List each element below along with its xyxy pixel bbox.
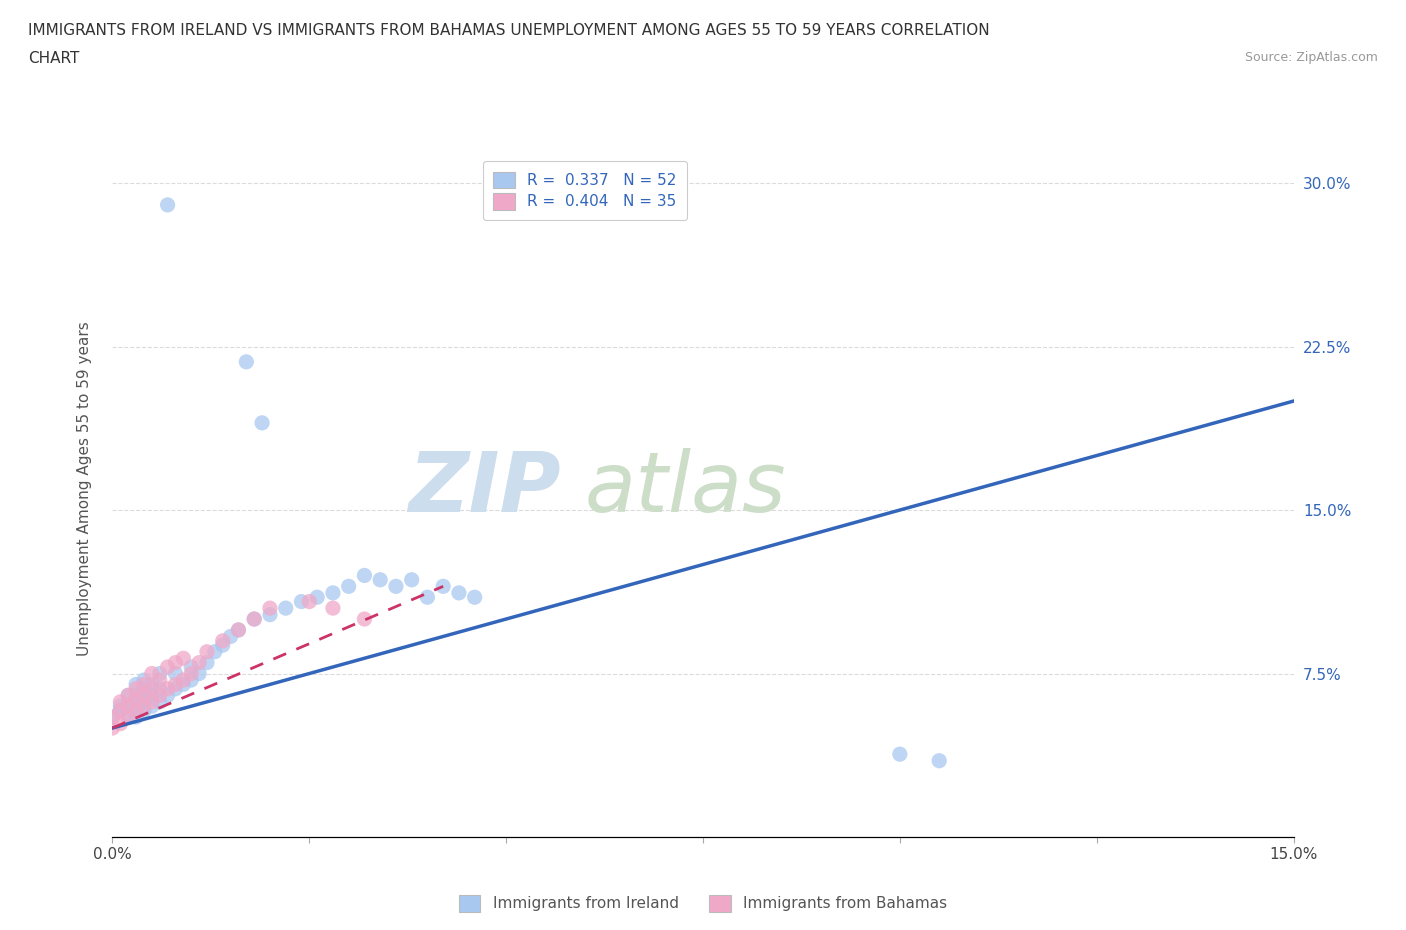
Point bbox=[117, 710, 139, 724]
Point bbox=[180, 666, 202, 681]
Point bbox=[228, 622, 250, 637]
Point bbox=[337, 578, 360, 593]
Point bbox=[125, 692, 148, 707]
Point bbox=[322, 601, 344, 616]
Point bbox=[149, 682, 172, 697]
Point bbox=[353, 612, 375, 627]
Point bbox=[125, 677, 148, 692]
Point bbox=[298, 594, 321, 609]
Point bbox=[235, 354, 257, 369]
Point bbox=[132, 672, 155, 687]
Point bbox=[188, 666, 211, 681]
Point bbox=[322, 586, 344, 601]
Point bbox=[141, 695, 163, 710]
Point bbox=[165, 682, 187, 697]
Point bbox=[125, 688, 148, 703]
Point bbox=[401, 572, 423, 587]
Point bbox=[149, 688, 172, 703]
Point bbox=[250, 416, 273, 431]
Point bbox=[416, 590, 439, 604]
Point bbox=[110, 703, 132, 718]
Point bbox=[149, 672, 172, 687]
Point bbox=[219, 629, 242, 644]
Point bbox=[156, 682, 179, 697]
Point bbox=[101, 710, 124, 724]
Point bbox=[156, 659, 179, 674]
Point bbox=[195, 644, 218, 659]
Text: CHART: CHART bbox=[28, 51, 80, 66]
Point bbox=[117, 688, 139, 703]
Point bbox=[259, 601, 281, 616]
Point bbox=[149, 666, 172, 681]
Point bbox=[125, 698, 148, 713]
Point bbox=[110, 698, 132, 713]
Legend: Immigrants from Ireland, Immigrants from Bahamas: Immigrants from Ireland, Immigrants from… bbox=[453, 889, 953, 918]
Point bbox=[165, 677, 187, 692]
Point bbox=[307, 590, 329, 604]
Point bbox=[156, 197, 179, 212]
Point bbox=[228, 622, 250, 637]
Point bbox=[101, 710, 124, 724]
Point bbox=[368, 572, 391, 587]
Point bbox=[132, 677, 155, 692]
Point bbox=[211, 633, 233, 648]
Point bbox=[110, 703, 132, 718]
Point bbox=[141, 682, 163, 697]
Point bbox=[889, 747, 911, 762]
Text: IMMIGRANTS FROM IRELAND VS IMMIGRANTS FROM BAHAMAS UNEMPLOYMENT AMONG AGES 55 TO: IMMIGRANTS FROM IRELAND VS IMMIGRANTS FR… bbox=[28, 23, 990, 38]
Point bbox=[180, 672, 202, 687]
Point bbox=[125, 682, 148, 697]
Point bbox=[259, 607, 281, 622]
Point bbox=[141, 677, 163, 692]
Point bbox=[132, 695, 155, 710]
Point bbox=[353, 568, 375, 583]
Point bbox=[141, 688, 163, 703]
Point bbox=[156, 688, 179, 703]
Point bbox=[141, 666, 163, 681]
Point bbox=[243, 612, 266, 627]
Point bbox=[188, 656, 211, 671]
Point bbox=[195, 656, 218, 671]
Point bbox=[125, 710, 148, 724]
Legend: R =  0.337   N = 52, R =  0.404   N = 35: R = 0.337 N = 52, R = 0.404 N = 35 bbox=[482, 161, 688, 220]
Point bbox=[385, 578, 408, 593]
Point bbox=[211, 638, 233, 653]
Point bbox=[274, 601, 297, 616]
Point bbox=[172, 672, 194, 687]
Point bbox=[464, 590, 486, 604]
Text: ZIP: ZIP bbox=[409, 447, 561, 529]
Point bbox=[117, 688, 139, 703]
Point bbox=[132, 682, 155, 697]
Point bbox=[141, 698, 163, 713]
Point bbox=[110, 716, 132, 731]
Point bbox=[110, 695, 132, 710]
Point bbox=[165, 656, 187, 671]
Text: Source: ZipAtlas.com: Source: ZipAtlas.com bbox=[1244, 51, 1378, 64]
Point bbox=[165, 666, 187, 681]
Point bbox=[101, 721, 124, 736]
Point bbox=[149, 695, 172, 710]
Point bbox=[172, 677, 194, 692]
Point bbox=[928, 753, 950, 768]
Point bbox=[243, 612, 266, 627]
Point bbox=[132, 703, 155, 718]
Y-axis label: Unemployment Among Ages 55 to 59 years: Unemployment Among Ages 55 to 59 years bbox=[77, 321, 91, 656]
Point bbox=[432, 578, 454, 593]
Point bbox=[132, 688, 155, 703]
Point bbox=[132, 698, 155, 713]
Text: atlas: atlas bbox=[585, 447, 786, 529]
Point bbox=[117, 710, 139, 724]
Point bbox=[204, 644, 226, 659]
Point bbox=[125, 703, 148, 718]
Point bbox=[117, 698, 139, 713]
Point bbox=[172, 651, 194, 666]
Point bbox=[447, 586, 470, 601]
Point bbox=[290, 594, 312, 609]
Point bbox=[117, 698, 139, 713]
Point bbox=[180, 659, 202, 674]
